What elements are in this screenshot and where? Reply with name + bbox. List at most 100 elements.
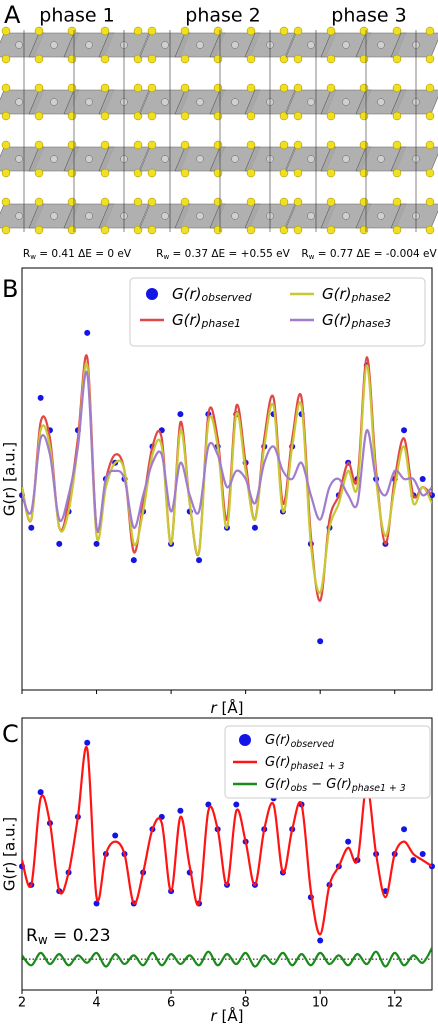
text-part: = 0.23 — [48, 926, 111, 946]
y-axis-label: G(r) [a.u.] — [1, 817, 19, 891]
sulfur-atom — [180, 26, 190, 36]
plot-frame — [21, 267, 433, 691]
sulfur-atom — [246, 54, 256, 64]
sulfur-atom — [34, 83, 44, 93]
text-part: w — [30, 253, 36, 261]
metal-atom — [15, 212, 23, 220]
metal-atom — [231, 212, 239, 220]
metal-atom — [161, 41, 169, 49]
sulfur-atom — [359, 26, 369, 36]
data-point — [112, 832, 119, 839]
metal-atom — [15, 155, 23, 163]
data-point — [251, 524, 258, 531]
sulfur-atom — [180, 225, 190, 235]
sulfur-atom — [293, 83, 303, 93]
y-axis-label: G(r) [a.u.] — [1, 442, 19, 516]
sulfur-atom — [359, 83, 369, 93]
sulfur-atom — [326, 26, 336, 36]
sulfur-atom — [133, 140, 143, 150]
text-part: w — [38, 933, 48, 947]
data-point — [130, 557, 137, 564]
sulfur-atom — [425, 54, 435, 64]
sulfur-atom — [100, 83, 110, 93]
phase-title: phase 2 — [185, 5, 260, 27]
data-point — [84, 739, 91, 746]
text-part: − G(r) — [307, 777, 352, 792]
data-point — [37, 394, 44, 401]
text-part: G(r) — [322, 285, 352, 303]
sulfur-atom — [67, 83, 77, 93]
sulfur-atom — [279, 26, 289, 36]
sulfur-atom — [326, 83, 336, 93]
data-point — [84, 329, 91, 336]
sulfur-atom — [359, 197, 369, 207]
sulfur-atom — [147, 54, 157, 64]
sulfur-atom — [293, 111, 303, 121]
metal-atom — [377, 41, 385, 49]
sulfur-atom — [425, 83, 435, 93]
metal-atom — [85, 98, 93, 106]
annotation: Rw = 0.23 — [26, 926, 111, 947]
sulfur-atom — [147, 83, 157, 93]
sulfur-atom — [213, 140, 223, 150]
text-part: G(r) — [172, 311, 202, 329]
sulfur-atom — [359, 225, 369, 235]
sulfur-atom — [100, 54, 110, 64]
legend-entry: G(r)phase1 + 3 — [265, 755, 344, 772]
sulfur-atom — [279, 197, 289, 207]
text-part: r — [211, 699, 218, 717]
data-point — [196, 557, 203, 564]
sulfur-atom — [392, 83, 402, 93]
sulfur-atom — [326, 168, 336, 178]
text-part: [Å] — [217, 1006, 244, 1024]
data-point — [177, 807, 184, 814]
sulfur-atom — [1, 111, 11, 121]
sulfur-atom — [392, 197, 402, 207]
text-part: r — [211, 1007, 218, 1024]
sulfur-atom — [67, 111, 77, 121]
sulfur-atom — [34, 168, 44, 178]
sulfur-atom — [34, 111, 44, 121]
data-point — [419, 476, 426, 482]
sulfur-atom — [1, 168, 11, 178]
metal-atom — [307, 155, 315, 163]
sulfur-atom — [147, 111, 157, 121]
sulfur-atom — [180, 140, 190, 150]
sulfur-atom — [359, 111, 369, 121]
sulfur-atom — [180, 168, 190, 178]
text-part: observed — [202, 291, 252, 304]
sulfur-atom — [67, 54, 77, 64]
phase-caption: Rw = 0.77 ΔE = -0.004 eV — [301, 248, 437, 261]
metal-atom — [342, 212, 350, 220]
sulfur-atom — [180, 111, 190, 121]
sulfur-atom — [34, 140, 44, 150]
phase-title: phase 1 — [39, 5, 114, 27]
sulfur-atom — [326, 111, 336, 121]
metal-atom — [85, 41, 93, 49]
sulfur-atom — [246, 83, 256, 93]
sulfur-atom — [147, 168, 157, 178]
data-point — [345, 838, 352, 845]
sulfur-atom — [293, 54, 303, 64]
sulfur-atom — [147, 140, 157, 150]
sulfur-atom — [100, 225, 110, 235]
metal-atom — [377, 212, 385, 220]
legend-entry: G(r)observed — [172, 285, 252, 305]
text-part: G(r) — [265, 777, 291, 792]
metal-atom — [85, 155, 93, 163]
sulfur-atom — [180, 54, 190, 64]
metal-atom — [196, 98, 204, 106]
sulfur-atom — [392, 111, 402, 121]
metal-atom — [231, 41, 239, 49]
metal-atom — [342, 41, 350, 49]
legend-marker — [146, 288, 158, 300]
data-point — [410, 857, 417, 864]
legend-entry: G(r)observed — [265, 733, 334, 750]
sulfur-atom — [246, 140, 256, 150]
sulfur-atom — [425, 111, 435, 121]
sulfur-atom — [293, 168, 303, 178]
sulfur-atom — [293, 197, 303, 207]
text-part: R — [301, 248, 308, 260]
metal-atom — [15, 41, 23, 49]
data-point — [419, 851, 426, 857]
